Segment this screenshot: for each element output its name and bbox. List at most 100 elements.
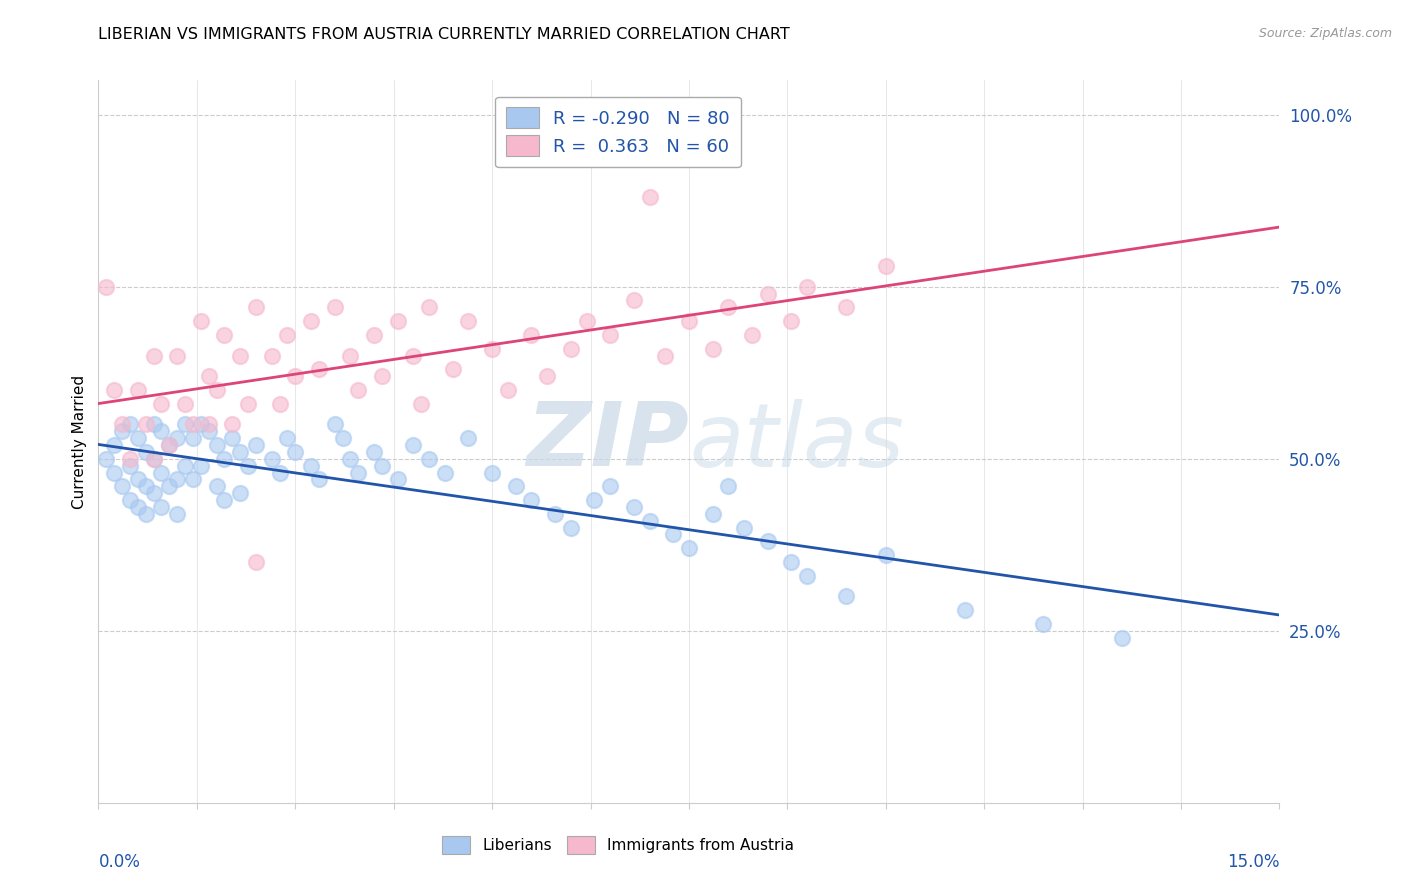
Point (339, 451, 361, 466)
Point (717, 301, 740, 315)
Point (190, 417, 212, 432)
Point (127, 383, 149, 397)
Point (308, 362, 330, 376)
Point (205, 438, 228, 452)
Point (953, 603, 976, 617)
Point (118, 451, 141, 466)
Point (678, 314, 700, 328)
Point (276, 431, 298, 445)
Point (276, 327, 298, 342)
Point (205, 479, 228, 493)
Point (623, 500, 645, 514)
Point (560, 342, 582, 356)
Point (733, 520, 755, 534)
Point (1111, 631, 1133, 645)
Point (127, 472, 149, 486)
Point (875, 259, 897, 273)
Point (332, 431, 354, 445)
Point (96, 279, 118, 293)
Point (678, 541, 700, 556)
Point (111, 479, 134, 493)
Point (190, 458, 212, 473)
Point (702, 342, 724, 356)
Point (135, 417, 157, 432)
Text: atlas: atlas (689, 399, 904, 484)
Point (756, 286, 779, 301)
Point (229, 445, 252, 459)
Point (796, 568, 818, 582)
Point (142, 417, 165, 432)
Point (284, 445, 307, 459)
Point (299, 314, 322, 328)
Point (142, 451, 165, 466)
Point (142, 451, 165, 466)
Point (363, 327, 385, 342)
Point (197, 424, 219, 438)
Point (536, 369, 558, 384)
Point (214, 327, 236, 342)
Point (142, 486, 165, 500)
Point (347, 466, 370, 480)
Point (103, 466, 125, 480)
Point (756, 534, 779, 549)
Point (496, 383, 519, 397)
Point (363, 445, 385, 459)
Point (150, 500, 173, 514)
Point (127, 500, 149, 514)
Point (623, 293, 645, 308)
Point (118, 458, 141, 473)
Point (150, 466, 173, 480)
Point (118, 493, 141, 508)
Point (221, 417, 243, 432)
Point (269, 466, 291, 480)
Point (166, 472, 188, 486)
Point (221, 431, 243, 445)
Point (702, 507, 724, 521)
Point (111, 417, 134, 432)
Point (190, 314, 212, 328)
Point (457, 314, 479, 328)
Point (741, 327, 763, 342)
Point (654, 349, 676, 363)
Point (717, 479, 740, 493)
Point (308, 472, 330, 486)
Point (245, 301, 267, 315)
Point (166, 507, 188, 521)
Text: LIBERIAN VS IMMIGRANTS FROM AUSTRIA CURRENTLY MARRIED CORRELATION CHART: LIBERIAN VS IMMIGRANTS FROM AUSTRIA CURR… (98, 27, 790, 42)
Text: 0.0%: 0.0% (98, 854, 141, 871)
Point (544, 507, 567, 521)
Point (135, 445, 157, 459)
Point (150, 397, 173, 411)
Point (520, 493, 543, 508)
Point (142, 349, 165, 363)
Point (118, 417, 141, 432)
Point (181, 417, 204, 432)
Point (111, 424, 134, 438)
Point (245, 438, 267, 452)
Text: ZIP: ZIP (526, 398, 689, 485)
Point (599, 479, 621, 493)
Point (323, 301, 346, 315)
Point (260, 451, 283, 466)
Point (236, 397, 259, 411)
Point (1032, 616, 1054, 631)
Point (205, 383, 228, 397)
Point (214, 451, 236, 466)
Point (229, 486, 252, 500)
Point (150, 424, 173, 438)
Legend: Liberians, Immigrants from Austria: Liberians, Immigrants from Austria (436, 830, 800, 860)
Point (780, 314, 803, 328)
Text: Source: ZipAtlas.com: Source: ZipAtlas.com (1258, 27, 1392, 40)
Point (371, 458, 394, 473)
Point (780, 555, 803, 569)
Point (103, 383, 125, 397)
Point (387, 472, 409, 486)
Point (127, 431, 149, 445)
Point (457, 431, 479, 445)
Point (441, 362, 464, 376)
Point (284, 369, 307, 384)
Point (197, 417, 219, 432)
Point (418, 451, 440, 466)
Point (505, 479, 527, 493)
Point (229, 349, 252, 363)
